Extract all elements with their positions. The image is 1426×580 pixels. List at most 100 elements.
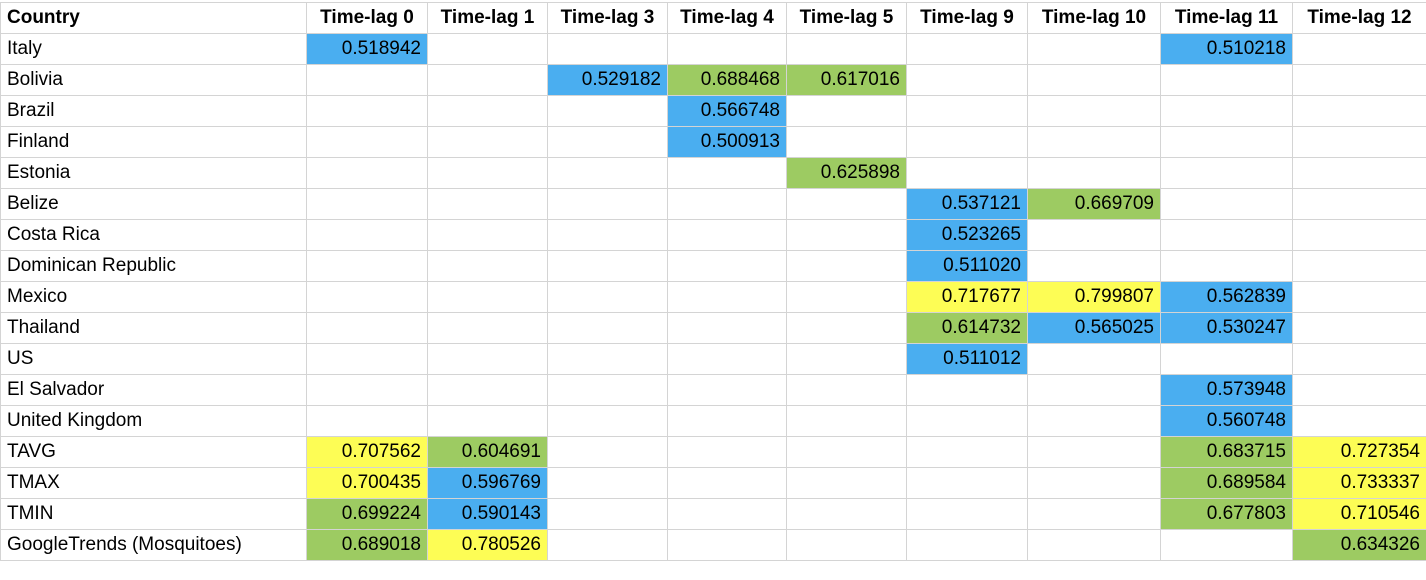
column-header-time-lag-10[interactable]: Time-lag 10	[1027, 2, 1161, 34]
table-cell[interactable]	[906, 529, 1028, 561]
table-cell[interactable]: 0.518942	[306, 33, 428, 65]
table-cell[interactable]: 0.590143	[427, 498, 548, 530]
table-cell[interactable]	[547, 436, 668, 468]
table-cell[interactable]: 0.617016	[786, 64, 907, 96]
table-cell[interactable]	[906, 436, 1028, 468]
row-label[interactable]: Thailand	[0, 312, 307, 344]
table-cell[interactable]	[1292, 343, 1426, 375]
table-cell[interactable]	[547, 281, 668, 313]
table-cell[interactable]	[1292, 281, 1426, 313]
table-cell[interactable]	[786, 405, 907, 437]
table-cell[interactable]	[427, 312, 548, 344]
row-label[interactable]: TAVG	[0, 436, 307, 468]
table-cell[interactable]: 0.677803	[1160, 498, 1293, 530]
column-header-country[interactable]: Country	[0, 2, 307, 34]
table-cell[interactable]	[906, 64, 1028, 96]
table-cell[interactable]	[1292, 126, 1426, 158]
table-cell[interactable]	[547, 250, 668, 282]
row-label[interactable]: Mexico	[0, 281, 307, 313]
table-cell[interactable]	[786, 343, 907, 375]
table-cell[interactable]	[786, 436, 907, 468]
column-header-time-lag-9[interactable]: Time-lag 9	[906, 2, 1028, 34]
table-cell[interactable]	[427, 33, 548, 65]
table-cell[interactable]	[306, 405, 428, 437]
table-cell[interactable]	[906, 95, 1028, 127]
table-cell[interactable]	[1292, 188, 1426, 220]
table-cell[interactable]: 0.511012	[906, 343, 1028, 375]
table-cell[interactable]	[1160, 188, 1293, 220]
table-cell[interactable]	[1027, 219, 1161, 251]
table-cell[interactable]: 0.799807	[1027, 281, 1161, 313]
table-cell[interactable]	[667, 436, 787, 468]
table-cell[interactable]: 0.625898	[786, 157, 907, 189]
table-cell[interactable]	[667, 157, 787, 189]
table-cell[interactable]	[427, 219, 548, 251]
table-cell[interactable]	[547, 33, 668, 65]
row-label[interactable]: Dominican Republic	[0, 250, 307, 282]
table-cell[interactable]	[786, 188, 907, 220]
table-cell[interactable]: 0.710546	[1292, 498, 1426, 530]
table-cell[interactable]	[306, 64, 428, 96]
row-label[interactable]: TMAX	[0, 467, 307, 499]
column-header-time-lag-5[interactable]: Time-lag 5	[786, 2, 907, 34]
table-cell[interactable]	[667, 219, 787, 251]
table-cell[interactable]	[667, 281, 787, 313]
table-cell[interactable]: 0.717677	[906, 281, 1028, 313]
table-cell[interactable]: 0.560748	[1160, 405, 1293, 437]
table-cell[interactable]	[786, 312, 907, 344]
table-cell[interactable]	[1292, 64, 1426, 96]
table-cell[interactable]	[427, 250, 548, 282]
table-cell[interactable]: 0.733337	[1292, 467, 1426, 499]
table-cell[interactable]	[667, 33, 787, 65]
table-cell[interactable]	[786, 374, 907, 406]
table-cell[interactable]: 0.562839	[1160, 281, 1293, 313]
table-cell[interactable]	[667, 250, 787, 282]
table-cell[interactable]	[306, 343, 428, 375]
table-cell[interactable]	[306, 95, 428, 127]
table-cell[interactable]	[1292, 33, 1426, 65]
table-cell[interactable]	[786, 95, 907, 127]
table-cell[interactable]	[427, 95, 548, 127]
table-cell[interactable]: 0.596769	[427, 467, 548, 499]
row-label[interactable]: GoogleTrends (Mosquitoes)	[0, 529, 307, 561]
column-header-time-lag-4[interactable]: Time-lag 4	[667, 2, 787, 34]
table-cell[interactable]	[427, 157, 548, 189]
table-cell[interactable]	[306, 250, 428, 282]
table-cell[interactable]	[547, 467, 668, 499]
table-cell[interactable]	[427, 281, 548, 313]
table-cell[interactable]	[906, 498, 1028, 530]
table-cell[interactable]: 0.510218	[1160, 33, 1293, 65]
table-cell[interactable]	[667, 343, 787, 375]
table-cell[interactable]	[1027, 405, 1161, 437]
table-cell[interactable]	[547, 188, 668, 220]
table-cell[interactable]: 0.511020	[906, 250, 1028, 282]
table-cell[interactable]	[427, 405, 548, 437]
table-cell[interactable]	[1160, 157, 1293, 189]
table-cell[interactable]	[547, 157, 668, 189]
table-cell[interactable]	[1027, 374, 1161, 406]
table-cell[interactable]	[427, 64, 548, 96]
table-cell[interactable]	[786, 498, 907, 530]
table-cell[interactable]: 0.669709	[1027, 188, 1161, 220]
table-cell[interactable]	[1027, 343, 1161, 375]
column-header-time-lag-0[interactable]: Time-lag 0	[306, 2, 428, 34]
table-cell[interactable]	[547, 405, 668, 437]
table-cell[interactable]	[306, 374, 428, 406]
row-label[interactable]: US	[0, 343, 307, 375]
column-header-time-lag-12[interactable]: Time-lag 12	[1292, 2, 1426, 34]
table-cell[interactable]	[547, 343, 668, 375]
table-cell[interactable]: 0.689584	[1160, 467, 1293, 499]
row-label[interactable]: Belize	[0, 188, 307, 220]
table-cell[interactable]	[306, 312, 428, 344]
table-cell[interactable]	[786, 250, 907, 282]
table-cell[interactable]: 0.573948	[1160, 374, 1293, 406]
table-cell[interactable]: 0.683715	[1160, 436, 1293, 468]
table-cell[interactable]: 0.699224	[306, 498, 428, 530]
table-cell[interactable]	[1292, 250, 1426, 282]
row-label[interactable]: Costa Rica	[0, 219, 307, 251]
table-cell[interactable]	[547, 498, 668, 530]
row-label[interactable]: Italy	[0, 33, 307, 65]
table-cell[interactable]	[1027, 95, 1161, 127]
table-cell[interactable]: 0.689018	[306, 529, 428, 561]
row-label[interactable]: United Kingdom	[0, 405, 307, 437]
